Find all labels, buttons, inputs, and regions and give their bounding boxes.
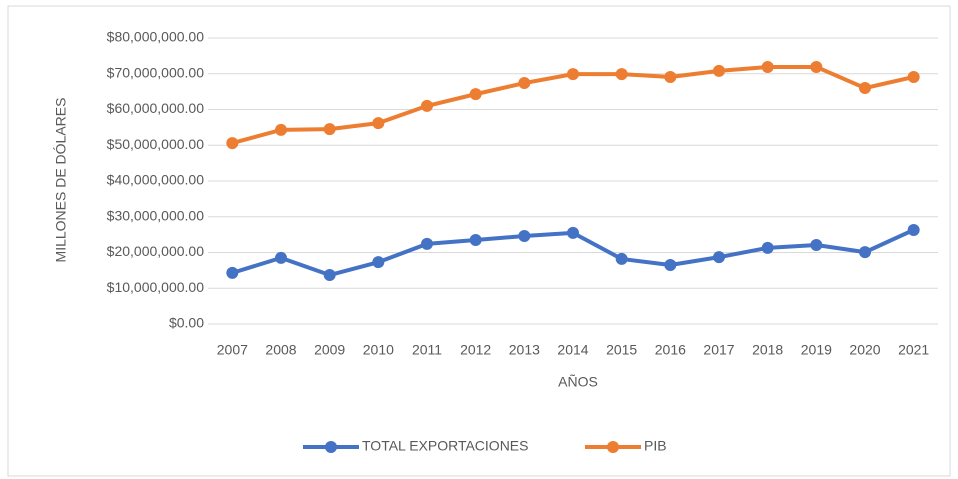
x-tick-label: 2007 [217, 342, 248, 358]
x-tick-label: 2017 [703, 342, 734, 358]
y-tick-label: $0.00 [169, 315, 204, 331]
data-point [275, 251, 287, 264]
x-tick-label: 2011 [412, 342, 442, 358]
data-point [372, 256, 385, 269]
y-axis-label: MILLONES DE DÓLARES [53, 98, 69, 263]
data-point [810, 60, 823, 73]
data-point [469, 233, 482, 246]
data-point [761, 241, 774, 254]
x-tick-label: 2015 [606, 342, 637, 358]
data-point [518, 230, 531, 243]
y-tick-label: $30,000,000.00 [107, 207, 205, 223]
data-point [226, 266, 239, 279]
y-tick-label: $50,000,000.00 [107, 136, 205, 152]
x-tick-label: 2008 [265, 342, 296, 358]
data-point [567, 68, 579, 81]
y-tick-label: $70,000,000.00 [107, 64, 205, 80]
legend-label: TOTAL EXPORTACIONES [362, 438, 528, 454]
data-point [421, 237, 433, 250]
data-point [567, 226, 579, 239]
x-tick-label: 2010 [363, 342, 394, 358]
y-tick-label: $10,000,000.00 [107, 279, 205, 295]
legend-marker [325, 441, 337, 453]
x-tick-label: 2021 [898, 342, 929, 358]
data-point [761, 60, 774, 73]
data-point [518, 77, 531, 90]
legend-label: PIB [644, 438, 667, 454]
x-tick-label: 2019 [801, 342, 832, 358]
data-point [421, 99, 433, 112]
x-tick-label: 2009 [314, 342, 345, 358]
data-point [372, 117, 385, 130]
y-tick-label: $80,000,000.00 [107, 29, 205, 45]
x-tick-label: 2016 [655, 342, 686, 358]
x-tick-label: 2020 [849, 342, 880, 358]
data-point [859, 246, 871, 259]
data-point [713, 251, 725, 264]
data-point [275, 123, 287, 136]
data-point [323, 269, 336, 282]
x-tick-label: 2018 [752, 342, 783, 358]
data-point [664, 259, 677, 272]
data-point [810, 238, 823, 251]
y-tick-label: $40,000,000.00 [107, 172, 205, 188]
data-point [615, 68, 628, 81]
y-tick-label: $20,000,000.00 [107, 243, 205, 259]
data-point [323, 123, 336, 136]
data-point [907, 223, 920, 236]
data-point [226, 137, 239, 150]
y-tick-label: $60,000,000.00 [107, 100, 205, 116]
x-tick-label: 2013 [509, 342, 540, 358]
data-point [713, 64, 725, 77]
data-point [907, 70, 920, 83]
data-point [664, 70, 677, 83]
data-point [469, 88, 482, 101]
x-axis-label: AÑOS [558, 374, 598, 390]
x-tick-label: 2014 [557, 342, 588, 358]
data-point [859, 82, 871, 95]
x-tick-label: 2012 [460, 342, 491, 358]
legend-marker [607, 441, 619, 453]
data-point [615, 252, 628, 265]
